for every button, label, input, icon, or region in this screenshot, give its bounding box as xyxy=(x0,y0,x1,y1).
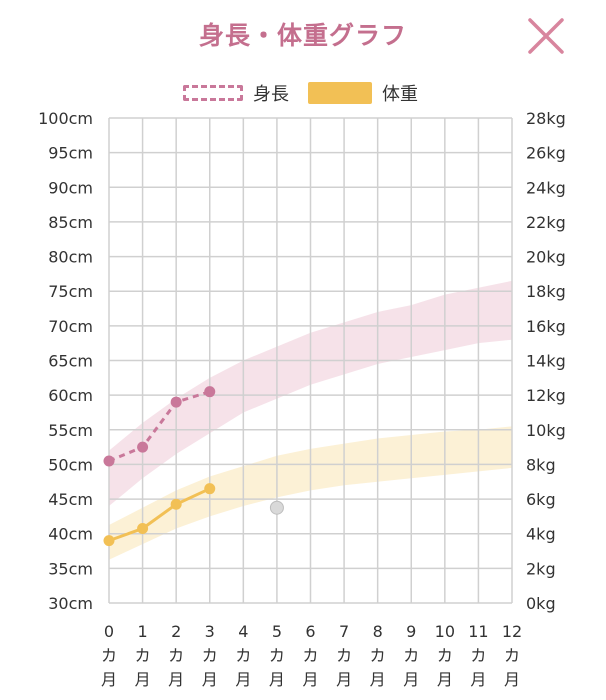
y-right-tick-label: 0kg xyxy=(526,594,556,613)
weight-series-line xyxy=(108,487,211,543)
x-tick-label: 月 xyxy=(336,670,352,689)
x-tick-label: 月 xyxy=(437,670,453,689)
y-left-tick-label: 60cm xyxy=(48,386,93,405)
y-left-tick-label: 65cm xyxy=(48,352,93,371)
x-tick-label: カ xyxy=(135,646,151,665)
y-right-tick-label: 8kg xyxy=(526,455,556,474)
y-right-tick-label: 28kg xyxy=(526,109,566,128)
y-left-tick-label: 35cm xyxy=(48,559,93,578)
height-data-point xyxy=(103,455,115,467)
x-tick-label: カ xyxy=(437,646,453,665)
y-right-tick-label: 20kg xyxy=(526,248,566,267)
y-right-tick-label: 22kg xyxy=(526,213,566,232)
x-tick-label: 月 xyxy=(470,670,486,689)
close-x-icon xyxy=(528,18,564,54)
x-tick-label: 月 xyxy=(101,670,117,689)
y-left-tick-label: 90cm xyxy=(48,178,93,197)
x-tick-label: カ xyxy=(269,646,285,665)
x-tick-label: 6 xyxy=(305,622,315,641)
x-tick-label: 9 xyxy=(406,622,416,641)
x-tick-label: カ xyxy=(235,646,251,665)
header: 身長・体重グラフ xyxy=(0,0,606,70)
x-tick-label: 3 xyxy=(205,622,215,641)
x-tick-label: 0 xyxy=(104,622,114,641)
x-tick-label: 月 xyxy=(370,670,386,689)
y-left-tick-label: 50cm xyxy=(48,455,93,474)
x-tick-label: 7 xyxy=(339,622,349,641)
x-tick-label: 月 xyxy=(135,670,151,689)
y-left-tick-label: 85cm xyxy=(48,213,93,232)
weight-data-point xyxy=(103,535,115,547)
x-tick-label: カ xyxy=(470,646,486,665)
height-data-point xyxy=(204,386,216,398)
x-tick-label: 10 xyxy=(435,622,455,641)
legend-swatch-weight xyxy=(308,82,372,104)
x-tick-label: カ xyxy=(101,646,117,665)
x-tick-label: 月 xyxy=(202,670,218,689)
y-right-tick-label: 2kg xyxy=(526,559,556,578)
x-tick-label: 月 xyxy=(235,670,251,689)
x-tick-label: カ xyxy=(168,646,184,665)
x-tick-label: 12 xyxy=(502,622,522,641)
x-tick-label: カ xyxy=(504,646,520,665)
x-tick-label: カ xyxy=(336,646,352,665)
x-tick-label: 月 xyxy=(302,670,318,689)
y-left-tick-label: 55cm xyxy=(48,421,93,440)
x-tick-label: 11 xyxy=(468,622,488,641)
x-tick-label: 5 xyxy=(272,622,282,641)
current-age-marker xyxy=(269,500,284,515)
legend-item-weight: 体重 xyxy=(308,78,418,108)
y-left-tick-label: 80cm xyxy=(48,248,93,267)
y-left-tick-label: 100cm xyxy=(38,109,93,128)
y-left-tick-label: 75cm xyxy=(48,282,93,301)
x-tick-label: カ xyxy=(202,646,218,665)
chart-legend: 身長 体重 xyxy=(0,78,606,108)
x-tick-label: 4 xyxy=(238,622,248,641)
x-tick-label: 月 xyxy=(269,670,285,689)
y-left-tick-label: 95cm xyxy=(48,144,93,163)
y-left-tick-label: 30cm xyxy=(48,594,93,613)
y-left-tick-label: 45cm xyxy=(48,490,93,509)
y-right-tick-label: 26kg xyxy=(526,144,566,163)
x-tick-label: 月 xyxy=(504,670,520,689)
x-tick-label: 1 xyxy=(137,622,147,641)
y-right-tick-label: 6kg xyxy=(526,490,556,509)
height-series-line xyxy=(108,390,211,463)
legend-label-weight: 体重 xyxy=(382,84,418,105)
y-right-tick-label: 24kg xyxy=(526,178,566,197)
height-data-point xyxy=(170,396,182,408)
weight-data-point xyxy=(170,498,182,510)
x-tick-label: 2 xyxy=(171,622,181,641)
close-button[interactable] xyxy=(522,12,570,60)
y-right-tick-label: 10kg xyxy=(526,421,566,440)
weight-data-point xyxy=(204,483,216,495)
y-right-tick-label: 18kg xyxy=(526,282,566,301)
y-right-tick-label: 14kg xyxy=(526,352,566,371)
x-tick-label: 8 xyxy=(373,622,383,641)
y-right-tick-label: 4kg xyxy=(526,525,556,544)
x-tick-label: 月 xyxy=(168,670,184,689)
y-right-tick-label: 12kg xyxy=(526,386,566,405)
page-title: 身長・体重グラフ xyxy=(198,21,407,50)
legend-label-height: 身長 xyxy=(253,84,289,105)
x-tick-label: カ xyxy=(302,646,318,665)
y-right-tick-label: 16kg xyxy=(526,317,566,336)
y-left-tick-label: 70cm xyxy=(48,317,93,336)
x-tick-label: 月 xyxy=(403,670,419,689)
x-tick-label: カ xyxy=(403,646,419,665)
legend-swatch-height xyxy=(183,85,243,101)
height-data-point xyxy=(137,441,149,453)
y-left-tick-label: 40cm xyxy=(48,525,93,544)
legend-item-height: 身長 xyxy=(183,78,289,108)
weight-data-point xyxy=(137,523,149,535)
x-tick-label: カ xyxy=(370,646,386,665)
